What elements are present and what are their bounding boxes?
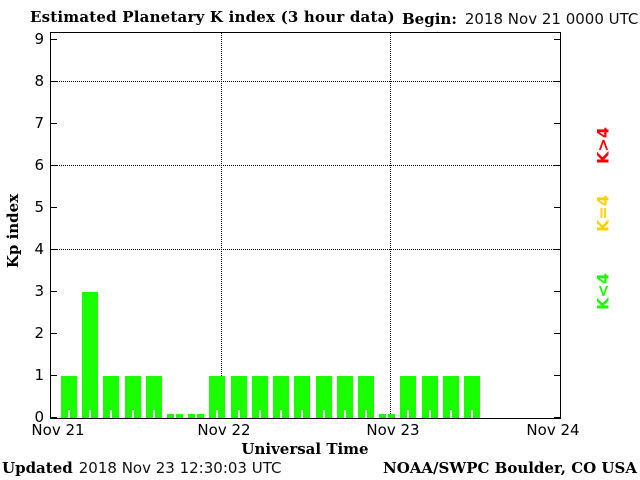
bar-hour-tick	[280, 410, 282, 418]
kp-bar	[146, 376, 162, 418]
y-tick	[51, 417, 57, 418]
y-tick-label: 5	[34, 198, 44, 216]
y-tick	[554, 39, 560, 40]
bar-hour-tick	[365, 410, 367, 418]
bar-hour-tick	[386, 414, 388, 418]
y-tick	[51, 207, 57, 208]
y-tick-label: 7	[34, 114, 44, 132]
kp-bar	[188, 414, 204, 418]
begin-value: 2018 Nov 21 0000 UTC	[464, 10, 639, 28]
y-axis-title: Kp index	[4, 193, 22, 269]
begin-time: Begin: 2018 Nov 21 0000 UTC	[402, 10, 638, 28]
legend-label-eq4: K=4	[593, 195, 613, 232]
y-tick-label: 8	[34, 72, 44, 90]
kp-bar	[337, 376, 353, 418]
kp-bar	[443, 376, 459, 418]
y-tick	[554, 291, 560, 292]
bar-hour-tick	[216, 410, 218, 418]
y-tick-label: 4	[34, 240, 44, 258]
kp-bar	[103, 376, 119, 418]
kp-bar	[358, 376, 374, 418]
kp-bar	[252, 376, 268, 418]
kp-bar	[464, 376, 480, 418]
kp-bar	[294, 376, 310, 418]
kp-bar	[231, 376, 247, 418]
y-tick	[51, 291, 57, 292]
gridline-y-8	[51, 81, 560, 82]
y-tick	[51, 39, 57, 40]
kp-bar	[400, 376, 416, 418]
gridline-y-6	[51, 165, 560, 166]
plot-area	[50, 32, 561, 419]
legend-label-lt4: K<4	[593, 273, 613, 310]
bar-hour-tick	[132, 410, 134, 418]
y-tick-label: 9	[34, 30, 44, 48]
bar-hour-tick	[301, 410, 303, 418]
gridline-y-4	[51, 249, 560, 250]
x-day-label: Nov 22	[197, 421, 251, 439]
y-tick	[51, 123, 57, 124]
kp-bar	[379, 414, 395, 418]
kp-bar	[422, 376, 438, 418]
kp-bar	[273, 376, 289, 418]
y-tick-label: 3	[34, 282, 44, 300]
x-day-label: Nov 23	[366, 421, 420, 439]
bar-hour-tick	[238, 410, 240, 418]
kp-bar	[316, 376, 332, 418]
bar-hour-tick	[471, 410, 473, 418]
kp-bar	[209, 376, 225, 418]
bar-hour-tick	[110, 410, 112, 418]
bar-hour-tick	[68, 410, 70, 418]
bar-hour-tick	[174, 414, 176, 418]
bar-hour-tick	[89, 410, 91, 418]
y-tick	[554, 249, 560, 250]
updated-value: 2018 Nov 23 12:30:03 UTC	[78, 459, 282, 477]
kp-bar	[82, 292, 98, 418]
y-tick	[51, 333, 57, 334]
bar-hour-tick	[195, 414, 197, 418]
x-axis-title: Universal Time	[241, 440, 369, 458]
bar-hour-tick	[259, 410, 261, 418]
day-boundary-line	[221, 33, 222, 418]
y-tick	[51, 249, 57, 250]
day-boundary-line	[390, 33, 391, 418]
kp-bar	[167, 414, 183, 418]
updated-timestamp: Updated 2018 Nov 23 12:30:03 UTC	[2, 459, 281, 477]
y-tick	[554, 207, 560, 208]
y-tick	[554, 165, 560, 166]
y-tick	[554, 333, 560, 334]
y-tick	[51, 165, 57, 166]
y-tick-label: 0	[34, 408, 44, 426]
bar-hour-tick	[153, 410, 155, 418]
y-tick	[554, 375, 560, 376]
bar-hour-tick	[407, 410, 409, 418]
y-tick-label: 2	[34, 324, 44, 342]
y-tick	[51, 375, 57, 376]
y-tick-label: 1	[34, 366, 44, 384]
bar-hour-tick	[450, 410, 452, 418]
chart-title: Estimated Planetary K index (3 hour data…	[30, 8, 395, 26]
y-tick	[554, 123, 560, 124]
y-tick	[51, 81, 57, 82]
x-day-label: Nov 21	[31, 421, 85, 439]
bar-hour-tick	[344, 410, 346, 418]
y-tick	[554, 417, 560, 418]
x-day-label: Nov 24	[526, 421, 580, 439]
legend-label-gt4: K>4	[593, 127, 613, 164]
begin-label: Begin:	[402, 10, 457, 28]
bar-hour-tick	[429, 410, 431, 418]
updated-label: Updated	[2, 459, 73, 477]
kp-bar	[61, 376, 77, 418]
kp-bar	[125, 376, 141, 418]
y-tick	[554, 81, 560, 82]
attribution: NOAA/SWPC Boulder, CO USA	[382, 459, 637, 477]
y-tick-label: 6	[34, 156, 44, 174]
bar-hour-tick	[323, 410, 325, 418]
